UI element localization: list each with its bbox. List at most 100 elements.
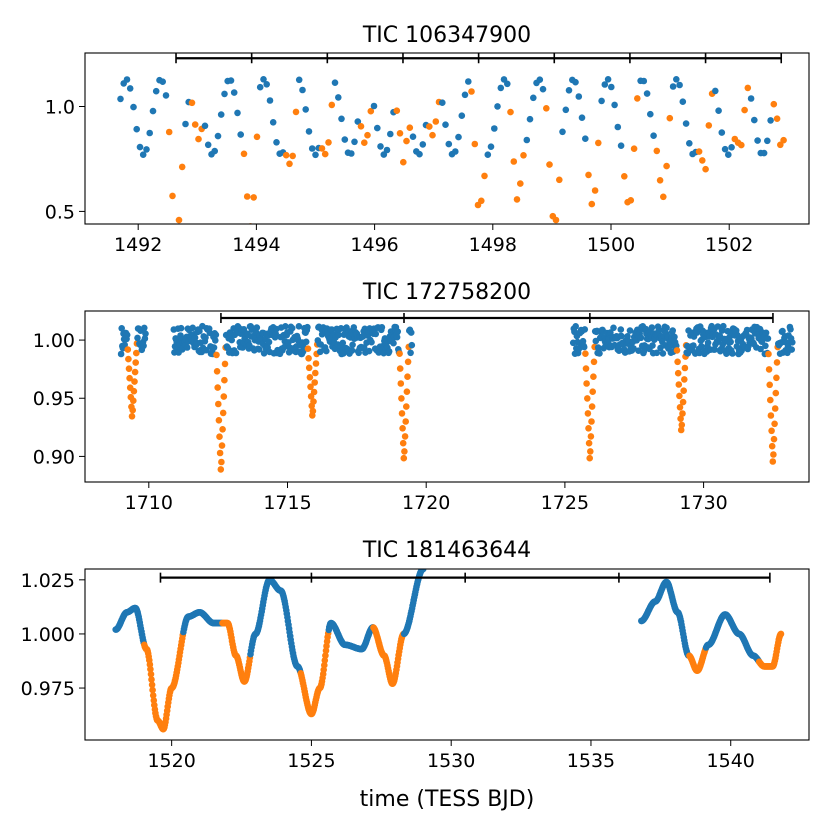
light-curve-point — [647, 110, 654, 118]
plot-frame — [84, 568, 810, 741]
eclipse-point — [676, 392, 683, 400]
eclipse-point — [132, 359, 139, 366]
light-curve-point — [712, 87, 719, 95]
panel-title: TIC 172758200 — [362, 280, 531, 305]
eclipse-point — [401, 433, 409, 440]
light-curve-point — [378, 324, 386, 331]
light-curve-point — [141, 335, 149, 342]
panel-title: TIC 181463644 — [362, 538, 531, 563]
eclipse-point — [216, 433, 223, 441]
light-curve-point — [598, 97, 605, 105]
x-tick-label: 1715 — [263, 492, 311, 514]
light-curve-point — [260, 76, 267, 83]
light-curve-point — [374, 124, 381, 132]
light-curve-point — [377, 143, 384, 150]
eclipse-point — [310, 398, 317, 405]
eclipse-point — [621, 173, 628, 180]
eclipse-point — [321, 657, 329, 664]
eclipse-point — [556, 176, 563, 184]
eclipse-point — [656, 177, 664, 184]
eclipse-point — [773, 374, 780, 382]
light-curve-point — [370, 102, 378, 110]
light-curve-point — [653, 349, 661, 357]
eclipse-point — [124, 346, 132, 353]
eclipse-point — [125, 365, 133, 373]
light-curve-point — [272, 330, 280, 338]
light-curve-point — [657, 344, 664, 352]
eclipse-point — [777, 630, 785, 638]
eclipse-point — [217, 466, 225, 473]
eclipse-point — [213, 368, 221, 375]
eclipse-point — [777, 141, 784, 149]
light-curve-point — [196, 327, 203, 335]
light-curve-point — [211, 147, 218, 155]
light-curve-point — [704, 339, 712, 347]
light-curve-point — [452, 148, 459, 155]
light-curve-point — [126, 85, 134, 92]
light-curve-point — [117, 95, 124, 103]
eclipse-point — [213, 351, 220, 359]
light-curve-point — [727, 338, 734, 346]
eclipse-point — [584, 395, 591, 402]
light-curve-point — [580, 343, 588, 351]
eclipse-point — [673, 347, 681, 354]
light-curve-point — [177, 324, 185, 332]
light-curve-point — [393, 333, 401, 341]
light-curve-point — [458, 112, 466, 119]
eclipse-point — [586, 454, 593, 462]
light-curve-point — [409, 133, 417, 140]
light-curve-point — [348, 347, 356, 354]
light-curve-point — [649, 342, 656, 349]
x-axis-label: time (TESS BJD) — [360, 787, 535, 812]
eclipse-point — [215, 400, 222, 408]
eclipse-point — [325, 139, 332, 146]
light-curve-point — [221, 90, 228, 98]
eclipse-point — [674, 369, 682, 377]
light-curve-point — [494, 103, 501, 110]
eclipse-point — [219, 409, 227, 417]
data-points — [112, 569, 785, 733]
eclipse-point — [681, 364, 689, 372]
light-curve-point — [764, 137, 771, 145]
light-curve-point — [729, 350, 736, 357]
eclipse-point — [520, 152, 527, 159]
plot-frame — [84, 310, 810, 483]
plot-frame — [84, 52, 810, 225]
light-curve-point — [604, 76, 612, 83]
light-curve-point — [565, 87, 573, 94]
eclipse-point — [678, 421, 686, 429]
light-curve-point — [686, 140, 693, 147]
light-curve-point — [338, 115, 345, 123]
eclipse-point — [128, 413, 136, 420]
light-curve-point — [760, 149, 768, 157]
light-curve-point — [212, 331, 220, 339]
light-curve-point — [747, 95, 755, 102]
eclipse-point — [147, 665, 154, 673]
eclipse-point — [676, 404, 684, 411]
eclipse-point — [289, 152, 297, 160]
eclipse-point — [130, 397, 137, 405]
eclipse-point — [218, 458, 225, 466]
light-curve-point — [669, 83, 677, 90]
eclipse-point — [219, 426, 226, 433]
eclipse-point — [481, 172, 488, 180]
eclipse-point — [125, 355, 132, 363]
x-tick-label: 1730 — [679, 492, 727, 514]
light-curve-point — [690, 342, 697, 349]
light-curve-point — [714, 323, 722, 330]
light-curve-point — [183, 344, 191, 351]
eclipse-point — [679, 398, 687, 406]
eclipse-point — [680, 387, 687, 395]
light-curve-point — [273, 139, 280, 146]
light-curve-point — [779, 327, 786, 335]
light-curve-point — [539, 85, 547, 93]
x-tick-label: 1498 — [469, 234, 517, 256]
panel-tic-172758200: TIC 172758200 1710 1715 1720 1725 1730 0.90 0.… — [33, 280, 810, 514]
eclipse-point — [513, 196, 521, 203]
eclipse-point — [400, 158, 407, 166]
eclipse-point — [312, 369, 319, 377]
eclipse-point — [404, 358, 412, 366]
light-curve-point — [526, 115, 534, 123]
eclipse-point — [630, 145, 638, 152]
light-curve-point — [308, 145, 316, 152]
